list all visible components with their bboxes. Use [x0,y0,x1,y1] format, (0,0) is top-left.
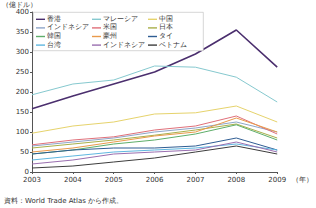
svg-text:0: 0 [24,168,29,176]
svg-text:インドネシア: インドネシア [47,23,89,31]
svg-text:350: 350 [16,28,29,36]
svg-text:米国: 米国 [103,23,117,31]
svg-text:台湾: 台湾 [47,41,61,49]
svg-text:100: 100 [16,128,29,136]
svg-text:2009: 2009 [268,176,286,184]
svg-text:2003: 2003 [23,176,41,184]
svg-text:香港: 香港 [47,15,61,23]
svg-text:300: 300 [16,48,29,56]
svg-text:2004: 2004 [64,176,82,184]
svg-text:豪州: 豪州 [103,32,117,40]
svg-text:中国: 中国 [159,15,173,23]
svg-text:2006: 2006 [146,176,164,184]
svg-text:200: 200 [16,88,29,96]
svg-text:2008: 2008 [227,176,245,184]
svg-text:2005: 2005 [105,176,123,184]
svg-text:50: 50 [20,148,29,156]
svg-text:ベトナム: ベトナム [159,41,187,49]
svg-text:2007: 2007 [187,176,205,184]
svg-text:インドネシア: インドネシア [103,41,145,49]
svg-text:400: 400 [16,8,29,16]
svg-text:250: 250 [16,68,29,76]
svg-text:（年）: （年） [292,176,313,184]
svg-text:韓国: 韓国 [47,32,61,40]
svg-text:日本: 日本 [159,23,173,31]
svg-text:タイ: タイ [159,32,173,40]
svg-text:（億ドル）: （億ドル） [2,0,37,9]
svg-text:150: 150 [16,108,29,116]
svg-text:マレーシア: マレーシア [103,15,138,23]
svg-text:資料：World Trade Atlas から作成。: 資料：World Trade Atlas から作成。 [4,197,123,205]
